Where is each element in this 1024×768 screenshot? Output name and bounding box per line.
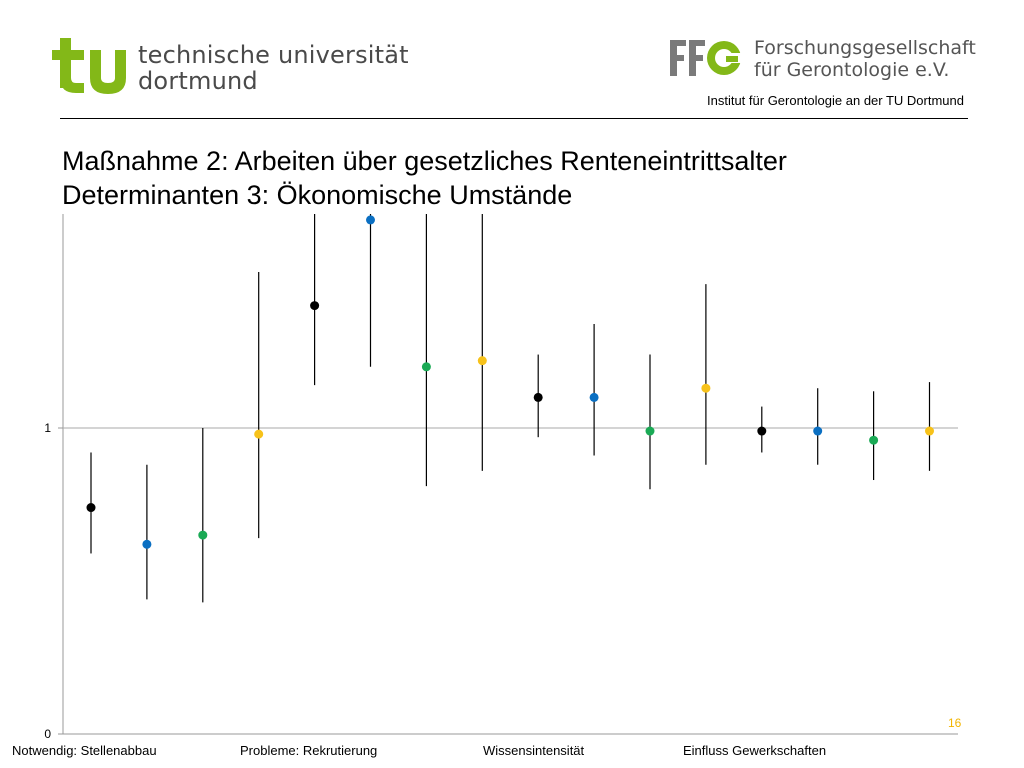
ffg-wordmark: Forschungsgesellschaft für Gerontologie …: [754, 37, 976, 81]
data-point: [142, 539, 152, 549]
slide-title-line2: Determinanten 3: Ökonomische Umstände: [62, 180, 573, 210]
tu-dortmund-logo: [52, 38, 126, 94]
header-divider: [60, 118, 968, 119]
data-point: [477, 356, 487, 366]
y-tick-label: 1: [44, 421, 51, 435]
data-point: [589, 392, 599, 402]
ffg-logo: [670, 40, 742, 76]
page-number: 16: [948, 716, 962, 730]
slide-title: Maßnahme 2: Arbeiten über gesetzliches R…: [62, 144, 787, 212]
tu-wordmark: technische universität dortmund: [138, 42, 409, 94]
data-point: [254, 429, 264, 439]
data-point: [310, 301, 320, 311]
data-point: [366, 215, 375, 225]
data-point: [86, 503, 96, 513]
tu-wordmark-line2: dortmund: [138, 67, 258, 95]
category-label-rekrutierung: Probleme: Rekrutierung: [240, 743, 378, 758]
y-tick-label: 0: [44, 727, 51, 741]
category-label-wissensintensitaet: Wissensintensität: [483, 743, 585, 758]
category-label-gewerkschaften: Einfluss Gewerkschaften: [683, 743, 827, 758]
slide-title-line1: Maßnahme 2: Arbeiten über gesetzliches R…: [62, 146, 787, 176]
tu-wordmark-line1: technische universität: [138, 41, 409, 69]
data-point: [645, 426, 655, 436]
data-point: [701, 383, 711, 393]
institute-label: Institut für Gerontologie an der TU Dort…: [707, 93, 964, 108]
category-label-stellenabbau: Notwendig: Stellenabbau: [12, 743, 157, 758]
data-point: [757, 426, 767, 436]
data-point: [925, 426, 934, 436]
data-point: [813, 426, 823, 436]
data-point: [198, 530, 208, 540]
data-point: [869, 435, 879, 445]
data-point: [421, 362, 431, 372]
ffg-wordmark-line1: Forschungsgesellschaft: [754, 37, 976, 59]
data-point: [533, 392, 543, 402]
ffg-wordmark-line2: für Gerontologie e.V.: [754, 59, 950, 81]
